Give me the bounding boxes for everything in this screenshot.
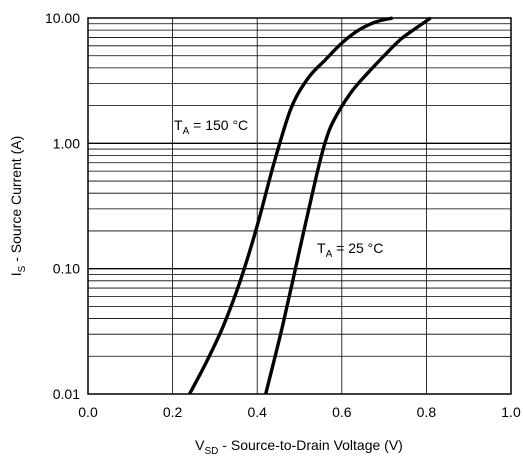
y-tick-label: 0.10 [53, 261, 80, 277]
plot-frame [87, 17, 512, 395]
x-axis-title: VSD - Source-to-Drain Voltage (V) [195, 437, 403, 457]
y-tick-label: 1.00 [53, 135, 80, 151]
x-tick-label: 0.8 [417, 404, 437, 420]
series-line-25c [264, 16, 432, 395]
x-tick-label: 0.2 [163, 404, 183, 420]
x-tick-label: 0.0 [78, 404, 98, 420]
y-tick-label: 0.01 [53, 386, 80, 402]
grid-lines [88, 18, 511, 394]
series-line-150c [187, 16, 393, 395]
x-tick-label: 0.6 [332, 404, 352, 420]
series-lines [187, 16, 432, 395]
x-tick-labels: 0.0 0.2 0.4 0.6 0.8 1.0 [78, 404, 521, 420]
y-tick-labels: 0.01 0.10 1.00 10.00 [45, 10, 80, 402]
x-tick-label: 0.4 [247, 404, 267, 420]
x-tick-label: 1.0 [501, 404, 521, 420]
y-tick-label: 10.00 [45, 10, 80, 26]
series-label-25c: TA = 25 °C [317, 240, 383, 260]
y-axis-title: IS - Source Current (A) [8, 136, 28, 277]
series-label-150c: TA = 150 °C [174, 117, 248, 137]
